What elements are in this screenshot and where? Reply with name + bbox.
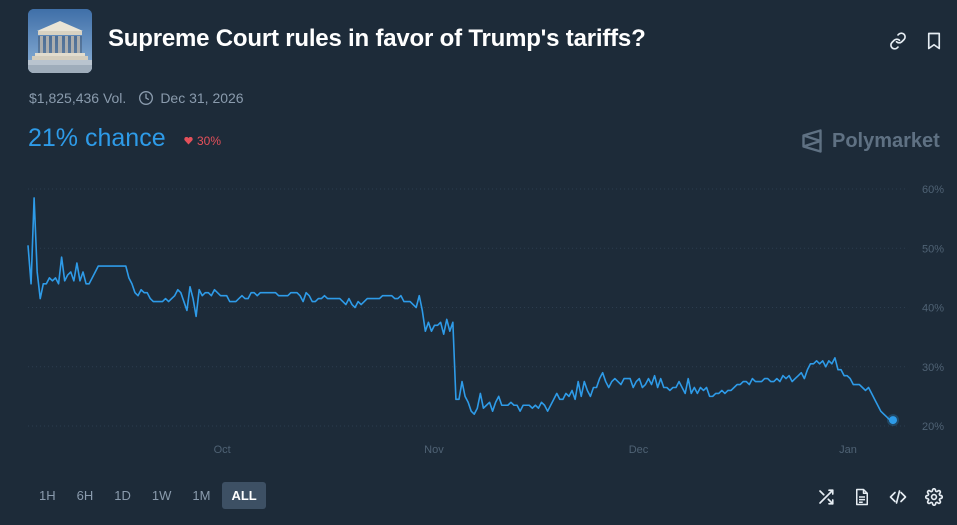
embed-button[interactable] xyxy=(887,486,909,508)
gear-icon xyxy=(925,488,943,506)
market-title: Supreme Court rules in favor of Trump's … xyxy=(108,25,646,53)
market-thumbnail xyxy=(28,9,92,73)
y-tick-label: 20% xyxy=(922,421,944,433)
link-icon xyxy=(889,32,907,50)
range-1d-button[interactable]: 1D xyxy=(105,482,140,509)
down-arrow-icon xyxy=(184,137,193,145)
x-axis: Oct Nov Dec Jan xyxy=(214,444,857,456)
clock-icon xyxy=(138,90,154,106)
shuffle-button[interactable] xyxy=(815,486,837,508)
chance-value: 21% chance xyxy=(28,124,166,153)
x-tick-label: Oct xyxy=(214,444,231,456)
range-all-button[interactable]: ALL xyxy=(222,482,265,509)
price-chart[interactable]: 60% 50% 40% 30% 20% Oct Nov Dec Jan xyxy=(0,170,957,470)
polymarket-logo: Polymarket xyxy=(800,128,940,154)
copy-link-button[interactable] xyxy=(887,30,909,52)
y-axis: 60% 50% 40% 30% 20% xyxy=(922,184,944,433)
range-1w-button[interactable]: 1W xyxy=(143,482,181,509)
end-date-text: Dec 31, 2026 xyxy=(160,90,243,106)
change-value: 30% xyxy=(197,134,221,148)
last-point-marker xyxy=(889,416,897,424)
rules-button[interactable] xyxy=(851,486,873,508)
y-tick-label: 60% xyxy=(922,184,944,196)
time-range-selector: 1H 6H 1D 1W 1M ALL xyxy=(30,482,269,509)
range-1m-button[interactable]: 1M xyxy=(183,482,219,509)
x-tick-label: Dec xyxy=(629,444,649,456)
bookmark-button[interactable] xyxy=(923,30,945,52)
bookmark-icon xyxy=(926,32,942,50)
market-card: Supreme Court rules in favor of Trump's … xyxy=(0,0,957,525)
polymarket-icon xyxy=(800,128,824,154)
x-tick-label: Nov xyxy=(424,444,444,456)
market-meta: $1,825,436 Vol. Dec 31, 2026 xyxy=(29,90,244,106)
settings-button[interactable] xyxy=(923,486,945,508)
code-icon xyxy=(889,488,907,506)
y-tick-label: 50% xyxy=(922,243,944,255)
range-1h-button[interactable]: 1H xyxy=(30,482,65,509)
change-indicator: 30% xyxy=(184,134,221,148)
y-tick-label: 30% xyxy=(922,362,944,374)
supreme-court-image xyxy=(28,9,92,73)
document-icon xyxy=(854,488,870,506)
range-6h-button[interactable]: 6H xyxy=(68,482,103,509)
x-tick-label: Jan xyxy=(839,444,857,456)
brand-name: Polymarket xyxy=(832,130,940,153)
y-tick-label: 40% xyxy=(922,303,944,315)
chart-grid xyxy=(28,189,905,426)
volume-text: $1,825,436 Vol. xyxy=(29,90,126,106)
series-line xyxy=(28,198,893,420)
shuffle-icon xyxy=(817,488,835,506)
